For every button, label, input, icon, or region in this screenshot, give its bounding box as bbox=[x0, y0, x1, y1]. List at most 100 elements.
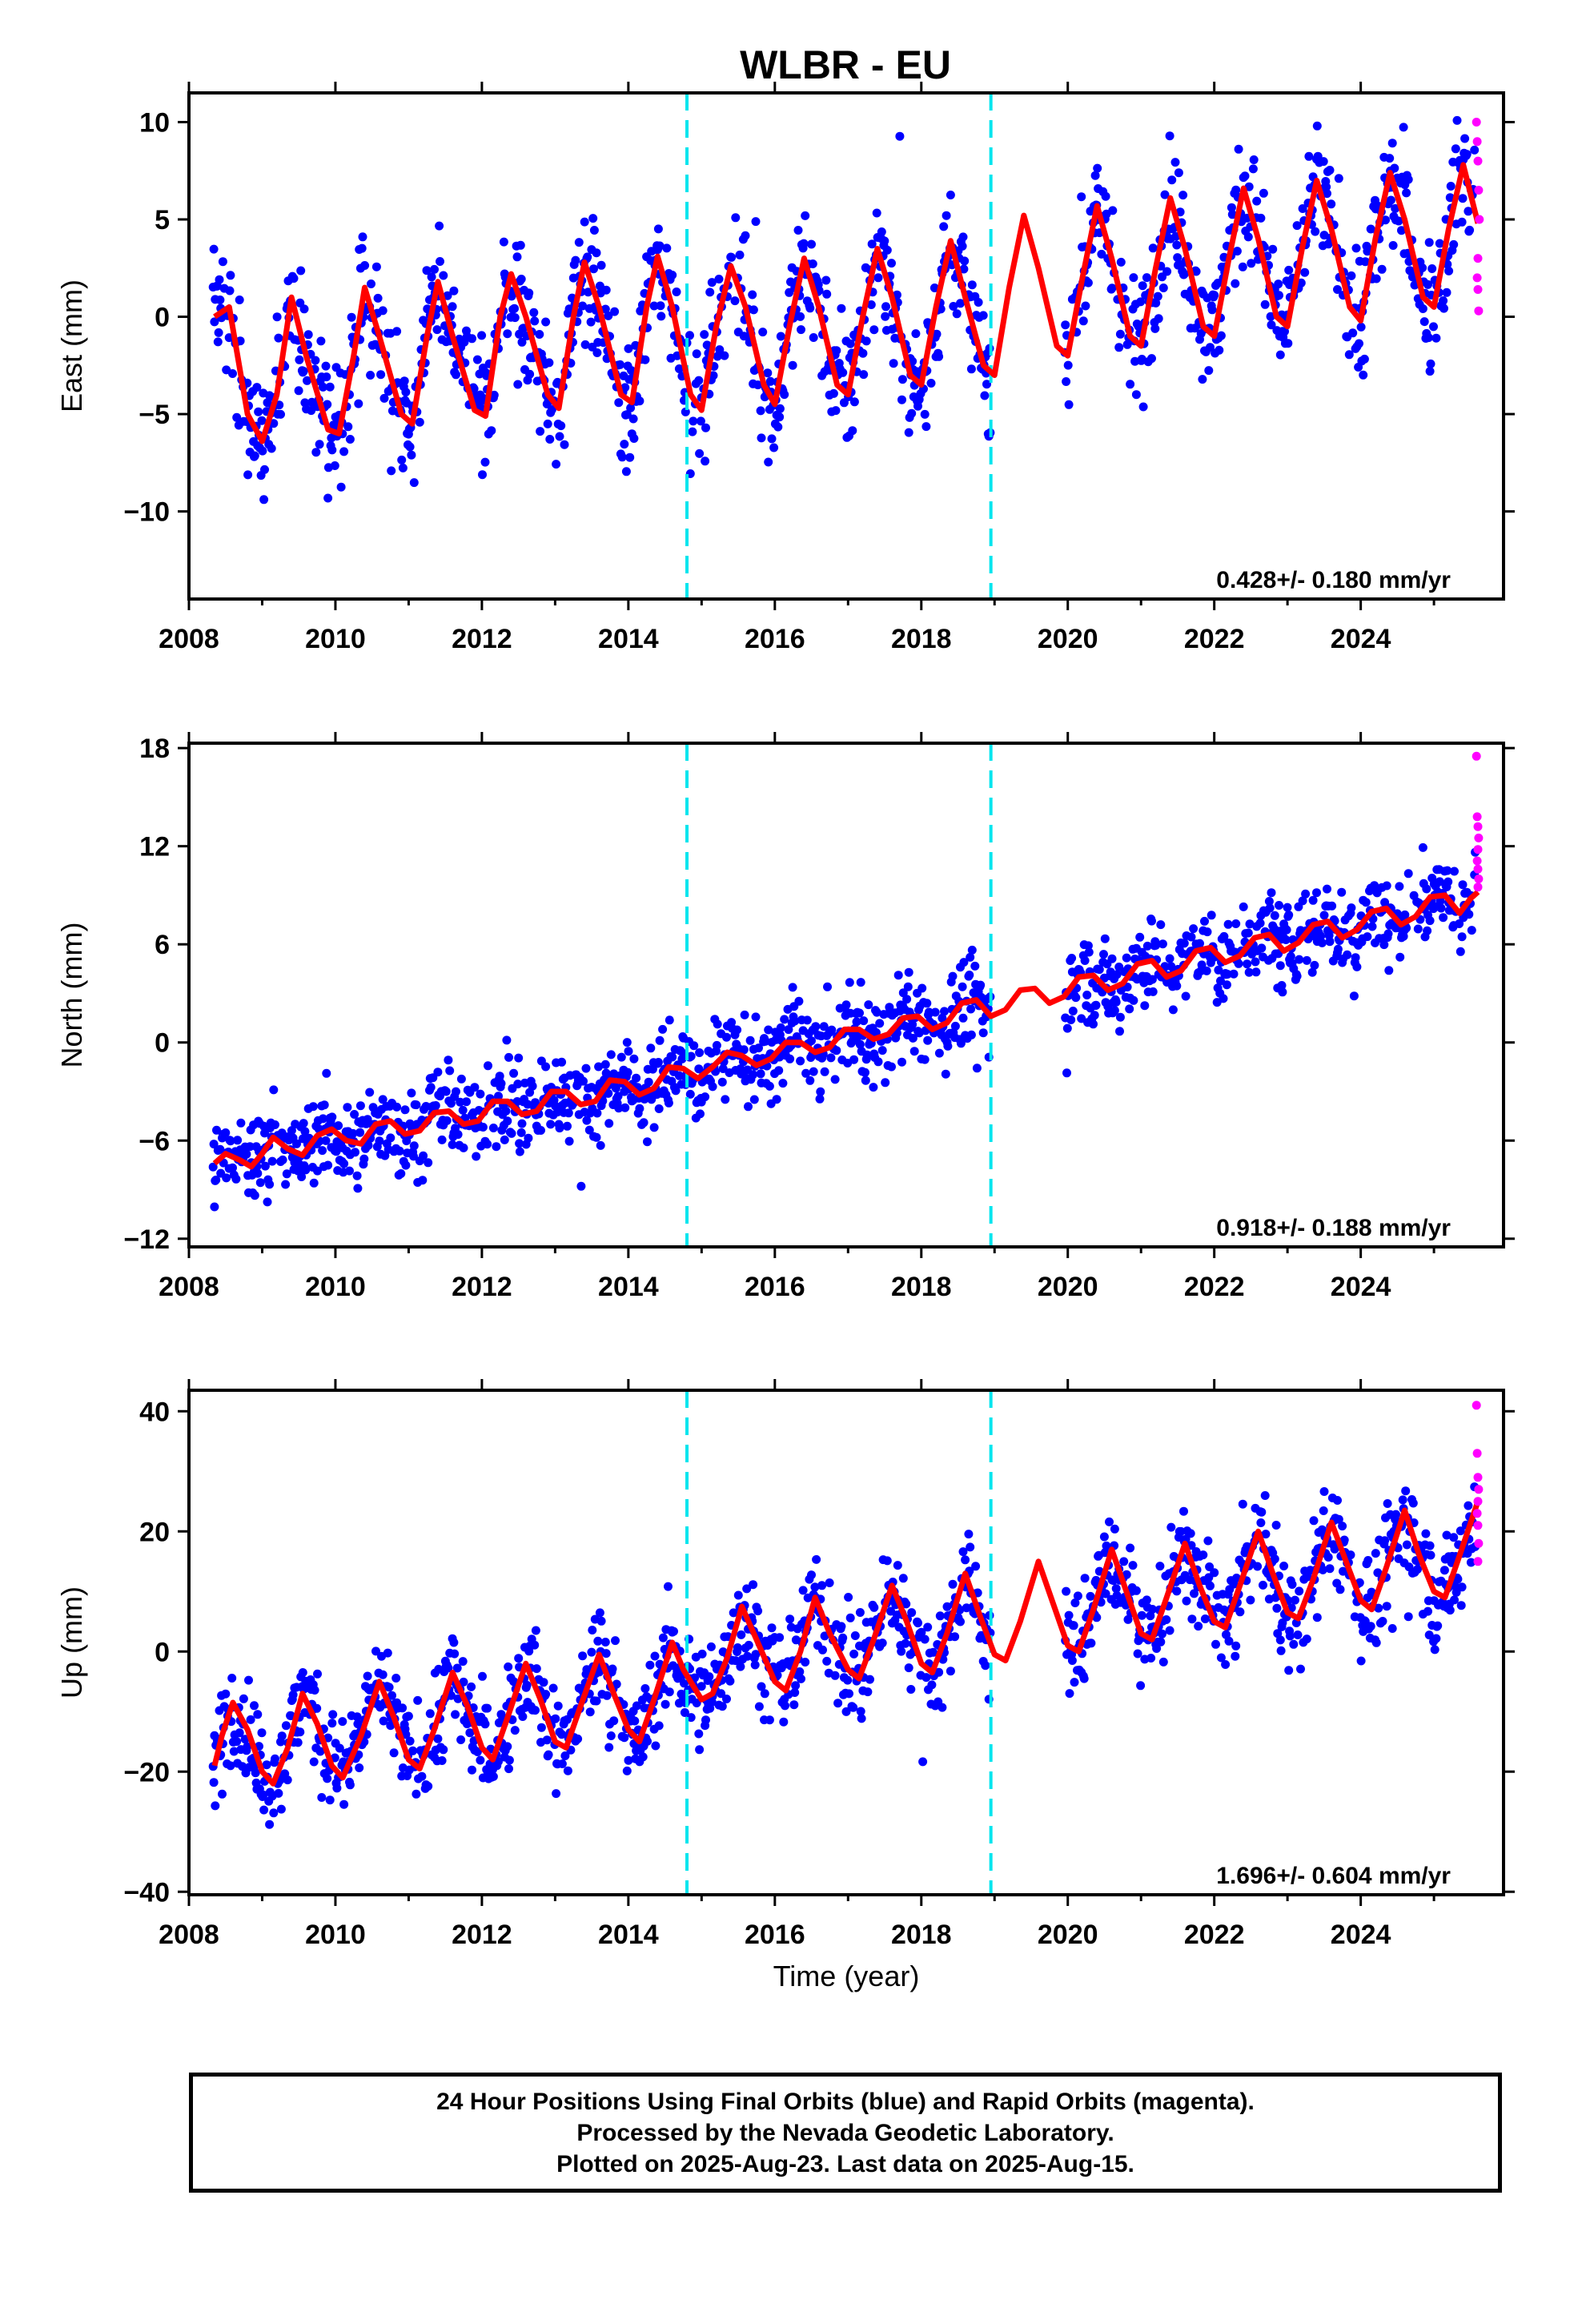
data-point bbox=[1158, 1657, 1168, 1667]
data-point bbox=[386, 1133, 396, 1143]
data-point bbox=[901, 1638, 910, 1648]
data-point bbox=[1222, 980, 1231, 990]
data-point bbox=[932, 329, 942, 339]
data-point bbox=[1186, 1529, 1195, 1538]
data-point bbox=[515, 1147, 524, 1156]
data-point bbox=[339, 1799, 349, 1809]
data-point bbox=[215, 1144, 225, 1154]
x-tick-label: 2010 bbox=[305, 1920, 366, 1950]
data-point bbox=[720, 351, 729, 360]
data-point bbox=[400, 1105, 410, 1115]
data-point bbox=[274, 1788, 283, 1798]
data-point bbox=[1465, 225, 1475, 235]
data-point bbox=[1316, 931, 1326, 941]
data-point bbox=[299, 304, 309, 314]
data-point bbox=[1071, 993, 1081, 1003]
rapid-data-point bbox=[1472, 856, 1482, 866]
data-point bbox=[322, 372, 331, 382]
data-point bbox=[542, 1735, 552, 1745]
data-point bbox=[1401, 1486, 1411, 1496]
data-point bbox=[1083, 941, 1093, 951]
data-point bbox=[499, 237, 508, 247]
plot-frame bbox=[187, 1389, 1505, 1896]
data-point bbox=[1275, 1635, 1285, 1645]
data-point bbox=[213, 337, 223, 347]
data-point bbox=[602, 1691, 612, 1700]
data-point bbox=[451, 1710, 460, 1719]
model-fit-line bbox=[212, 890, 1480, 1170]
data-point bbox=[1456, 1526, 1465, 1536]
data-point bbox=[371, 262, 381, 271]
data-point bbox=[358, 232, 367, 242]
data-point bbox=[1433, 1621, 1443, 1630]
data-point bbox=[512, 1097, 522, 1106]
data-point bbox=[952, 309, 962, 319]
data-point bbox=[744, 1640, 753, 1650]
x-tick-label: 2016 bbox=[745, 624, 805, 654]
data-point bbox=[904, 428, 913, 437]
data-point bbox=[672, 287, 681, 296]
data-point bbox=[882, 1556, 892, 1566]
data-point bbox=[978, 311, 988, 320]
data-point bbox=[920, 409, 930, 419]
data-point bbox=[1155, 1562, 1165, 1571]
data-point bbox=[1323, 1553, 1333, 1562]
data-point bbox=[1385, 154, 1395, 163]
data-point bbox=[288, 1690, 298, 1699]
data-point bbox=[616, 360, 625, 369]
data-point bbox=[1402, 1540, 1411, 1550]
data-point bbox=[779, 1717, 789, 1727]
data-point bbox=[1449, 1533, 1459, 1542]
data-point bbox=[668, 1052, 677, 1062]
data-point bbox=[218, 1789, 227, 1799]
data-point bbox=[780, 390, 789, 400]
data-point bbox=[845, 978, 854, 987]
data-point bbox=[417, 1771, 427, 1781]
data-point bbox=[437, 1756, 447, 1765]
data-point bbox=[271, 1754, 279, 1763]
data-point bbox=[433, 1734, 443, 1743]
data-point bbox=[524, 288, 534, 298]
data-point bbox=[1073, 1591, 1082, 1601]
data-point bbox=[522, 1680, 532, 1690]
data-point bbox=[1443, 866, 1452, 875]
data-point bbox=[1268, 244, 1278, 254]
y-tick-label: −10 bbox=[123, 497, 170, 528]
data-point bbox=[601, 1649, 611, 1659]
data-point bbox=[820, 1067, 829, 1076]
data-point bbox=[409, 1152, 418, 1161]
data-point bbox=[1317, 938, 1327, 947]
data-point bbox=[694, 1729, 704, 1739]
data-point bbox=[1435, 239, 1444, 248]
data-point bbox=[939, 222, 949, 231]
data-point bbox=[478, 1123, 488, 1132]
data-point bbox=[488, 1124, 498, 1132]
data-point bbox=[334, 1121, 343, 1131]
data-point bbox=[1213, 279, 1223, 287]
data-point bbox=[536, 1126, 545, 1135]
data-point bbox=[686, 1051, 696, 1061]
data-point bbox=[1383, 1499, 1392, 1508]
data-point bbox=[845, 1689, 853, 1699]
data-point bbox=[627, 366, 636, 376]
data-point bbox=[448, 302, 457, 312]
data-point bbox=[495, 1072, 504, 1081]
data-point bbox=[501, 1106, 511, 1116]
data-point bbox=[1256, 1518, 1266, 1527]
data-point bbox=[489, 390, 499, 400]
data-point bbox=[863, 1687, 873, 1697]
data-point bbox=[371, 1647, 380, 1656]
data-point bbox=[263, 1197, 272, 1207]
data-point bbox=[921, 422, 931, 432]
data-point bbox=[1089, 1019, 1098, 1029]
data-point bbox=[1403, 1612, 1413, 1622]
data-point bbox=[1252, 196, 1262, 206]
data-point bbox=[450, 1649, 460, 1659]
data-point bbox=[697, 1682, 706, 1691]
data-point bbox=[397, 455, 407, 464]
data-point bbox=[555, 1124, 564, 1133]
data-point bbox=[311, 448, 321, 457]
data-point bbox=[796, 312, 805, 321]
data-point bbox=[778, 1079, 788, 1088]
data-point bbox=[821, 275, 831, 285]
